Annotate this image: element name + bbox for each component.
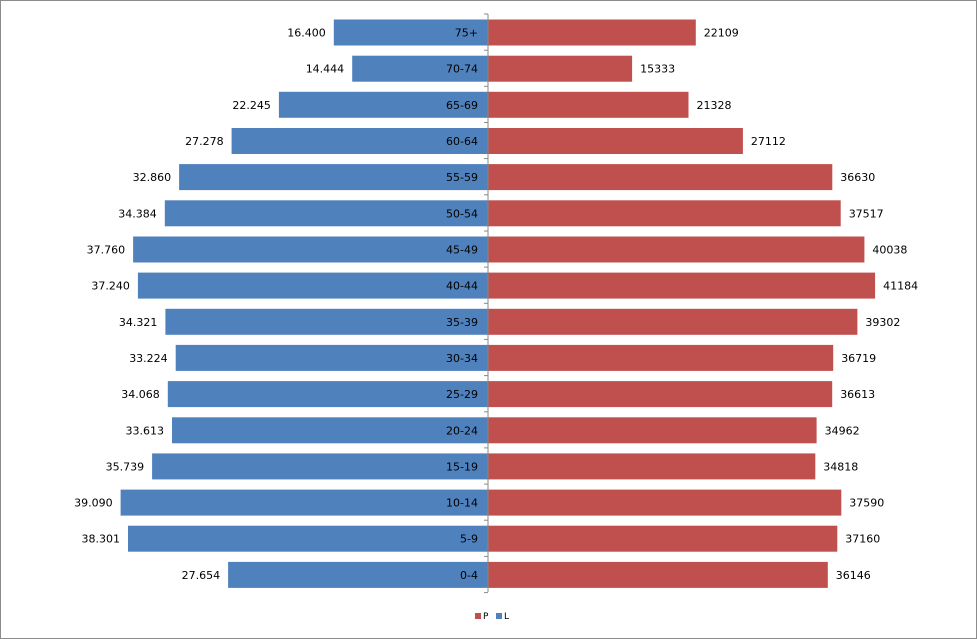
bar-right-30-34	[488, 344, 834, 371]
bar-left-65-69	[278, 91, 488, 118]
value-label-left: 38.301	[82, 533, 121, 546]
value-label-left: 22.245	[232, 99, 271, 112]
category-label: 15-19	[446, 460, 478, 473]
value-label-right: 40038	[872, 244, 907, 257]
bar-left-10-14	[120, 489, 488, 516]
legend-swatch-L	[496, 613, 502, 619]
bar-right-75+	[488, 19, 696, 46]
category-label: 70-74	[446, 63, 478, 76]
bar-left-50-54	[164, 200, 489, 227]
bar-left-20-24	[172, 417, 488, 444]
value-label-right: 21328	[697, 99, 732, 112]
bar-left-25-29	[167, 381, 489, 408]
bar-right-40-44	[488, 272, 876, 299]
bar-left-45-49	[133, 236, 488, 263]
series-left-bars	[120, 19, 489, 588]
value-label-left: 33.224	[129, 352, 168, 365]
category-label: 30-34	[446, 352, 478, 365]
category-axis	[484, 13, 489, 594]
value-label-left: 27.278	[185, 135, 224, 148]
bar-right-0-4	[488, 561, 828, 588]
bar-left-15-19	[152, 453, 488, 480]
legend-label-L: L	[504, 612, 509, 622]
category-label: 35-39	[446, 316, 478, 329]
value-label-left: 14.444	[306, 63, 345, 76]
legend-label-P: P	[483, 612, 489, 622]
category-label: 45-49	[446, 244, 478, 257]
value-labels: 16.400 22109 14.444 15333 22.245 21328 27.278 2…	[74, 27, 918, 582]
value-label-right: 39302	[865, 316, 900, 329]
legend-swatch-P	[475, 613, 481, 619]
bar-right-20-24	[488, 417, 817, 444]
category-label: 50-54	[446, 207, 478, 220]
category-label: 5-9	[460, 533, 478, 546]
bar-right-10-14	[488, 489, 842, 516]
bar-left-60-64	[231, 128, 488, 154]
value-label-right: 22109	[704, 27, 739, 40]
category-label: 25-29	[446, 388, 478, 401]
value-label-right: 15333	[640, 63, 675, 76]
bar-left-5-9	[128, 525, 488, 552]
bar-right-70-74	[488, 55, 633, 82]
bar-right-25-29	[488, 381, 833, 408]
value-label-right: 36146	[836, 569, 871, 582]
category-label: 55-59	[446, 171, 478, 184]
category-label: 20-24	[446, 424, 478, 437]
series-right-bars	[488, 19, 876, 588]
bar-right-50-54	[488, 200, 841, 227]
value-label-right: 36613	[840, 388, 875, 401]
bar-right-60-64	[488, 128, 743, 154]
value-label-right: 41184	[883, 280, 918, 293]
bar-right-5-9	[488, 525, 838, 552]
value-label-left: 34.384	[118, 207, 157, 220]
bar-left-55-59	[179, 164, 488, 191]
bar-left-35-39	[165, 308, 488, 335]
bar-left-70-74	[352, 55, 488, 82]
value-label-left: 35.739	[106, 460, 145, 473]
bar-right-45-49	[488, 236, 865, 263]
category-label: 0-4	[460, 569, 478, 582]
bar-left-40-44	[137, 272, 488, 299]
bar-right-65-69	[488, 91, 689, 118]
category-label: 10-14	[446, 497, 478, 510]
bar-right-55-59	[488, 164, 833, 191]
bar-right-35-39	[488, 308, 858, 335]
value-label-left: 34.068	[121, 388, 160, 401]
category-label: 40-44	[446, 280, 478, 293]
value-label-right: 27112	[751, 135, 786, 148]
category-label: 75+	[455, 27, 478, 40]
value-label-left: 34.321	[119, 316, 158, 329]
value-label-right: 37590	[849, 497, 884, 510]
value-label-left: 32.860	[133, 171, 172, 184]
bar-right-15-19	[488, 453, 816, 480]
category-label: 60-64	[446, 135, 478, 148]
value-label-left: 39.090	[74, 497, 113, 510]
value-label-left: 37.240	[91, 280, 130, 293]
value-label-left: 27.654	[182, 569, 221, 582]
value-label-right: 37160	[845, 533, 880, 546]
value-label-right: 37517	[849, 207, 884, 220]
value-label-left: 16.400	[287, 27, 326, 40]
value-label-right: 34818	[823, 460, 858, 473]
category-label: 65-69	[446, 99, 478, 112]
bar-left-30-34	[175, 344, 488, 371]
category-labels: 75+ 70-74 65-69 60-64 55-59 50-54 45-49 40-44 35…	[446, 27, 478, 582]
bar-left-0-4	[228, 561, 488, 588]
bar-left-75+	[333, 19, 488, 46]
value-label-right: 36630	[840, 171, 875, 184]
value-label-left: 33.613	[126, 424, 165, 437]
value-label-right: 34962	[825, 424, 860, 437]
value-label-left: 37.760	[87, 244, 126, 257]
value-label-right: 36719	[841, 352, 876, 365]
